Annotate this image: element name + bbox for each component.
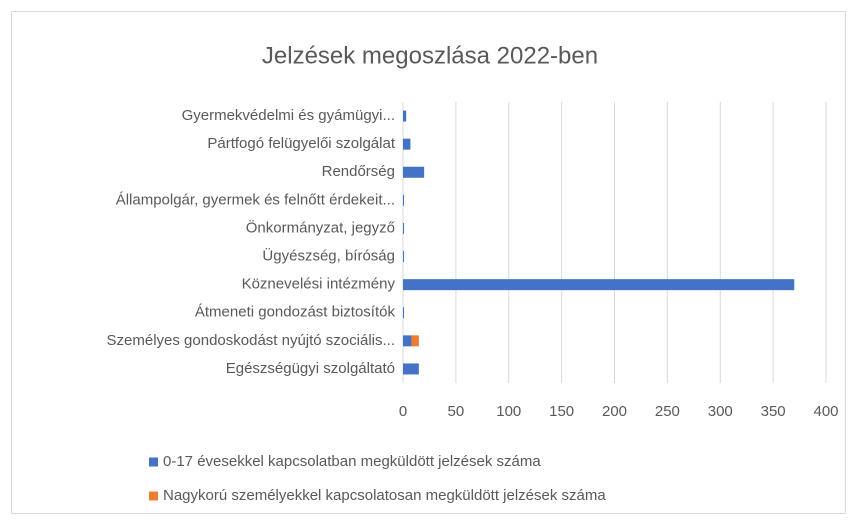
x-tick-label: 50 xyxy=(448,403,465,420)
y-tick-label: Pártfogó felügyelői szolgálat xyxy=(207,135,395,152)
y-tick-label: Önkormányzat, jegyző xyxy=(246,218,395,236)
x-tick-label: 350 xyxy=(761,403,786,420)
x-tick-label: 200 xyxy=(602,403,627,420)
bar xyxy=(403,194,405,206)
legend-swatch xyxy=(149,491,158,501)
bar xyxy=(403,222,405,234)
bar xyxy=(403,279,795,291)
chart-title: Jelzések megoszlása 2022-ben xyxy=(262,42,598,69)
bar xyxy=(403,138,411,150)
bar xyxy=(403,251,405,263)
y-tick-label: Állampolgár, gyermek és felnőtt érdekeit… xyxy=(116,191,395,208)
legend-label: 0-17 évesekkel kapcsolatban megküldött j… xyxy=(163,453,541,470)
y-tick-label: Személyes gondoskodást nyújtó szociális.… xyxy=(107,332,395,349)
x-tick-label: 100 xyxy=(496,403,521,420)
y-tick-label: Egészségügyi szolgáltató xyxy=(226,360,395,377)
bar xyxy=(411,335,419,347)
bar xyxy=(403,363,419,375)
legend-label: Nagykorú személyekkel kapcsolatosan megk… xyxy=(163,487,606,504)
y-tick-label: Gyermekvédelmi és gyámügyi... xyxy=(182,107,395,124)
bar xyxy=(403,335,412,347)
legend-swatch xyxy=(149,457,158,467)
y-tick-label: Köznevelési intézmény xyxy=(242,276,396,293)
x-tick-label: 250 xyxy=(655,403,680,420)
y-tick-label: Ügyészség, bíróság xyxy=(262,247,395,265)
y-tick-label: Rendőrség xyxy=(322,163,395,180)
y-tick-label: Átmeneti gondozást biztosítók xyxy=(195,304,396,321)
x-tick-label: 400 xyxy=(813,403,838,420)
bar xyxy=(403,110,407,122)
x-tick-label: 0 xyxy=(399,403,407,420)
bar xyxy=(403,166,425,178)
x-tick-label: 300 xyxy=(708,403,733,420)
bar xyxy=(403,307,405,319)
chart-frame xyxy=(11,11,846,514)
x-tick-label: 150 xyxy=(549,403,574,420)
